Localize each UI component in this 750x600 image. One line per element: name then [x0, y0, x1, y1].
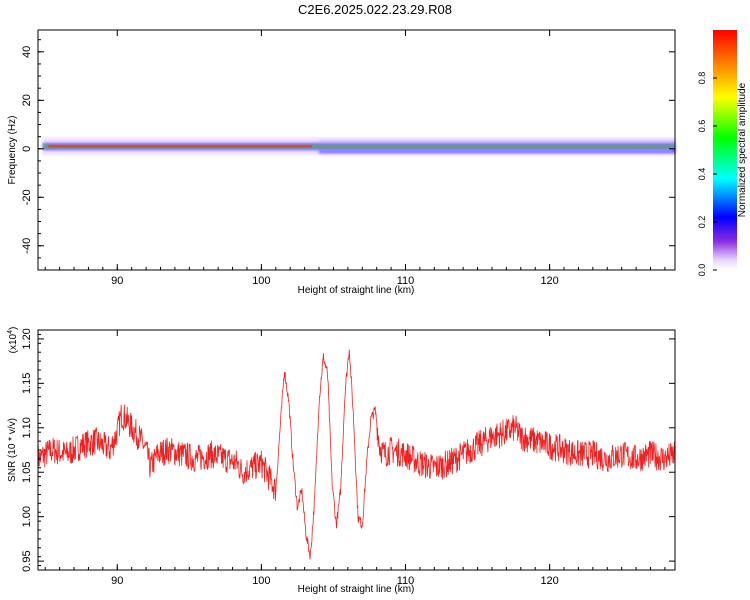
- colorbar-ticks: 0.0 0.2 0.4 0.6 0.8: [697, 72, 717, 277]
- band-peak-line: [48, 145, 312, 148]
- spectrogram-frame: [37, 29, 676, 271]
- spectrogram-y-tick-label: 40: [21, 46, 33, 58]
- colorbar-tick-label: 0.4: [697, 168, 707, 181]
- spectrogram-x-tick-label: 90: [111, 275, 123, 287]
- snr-series-line: [37, 349, 676, 560]
- snr-y-tick-label: 1.10: [21, 417, 33, 438]
- spectrogram-x-ticks: 90 100 110 120: [44, 30, 666, 287]
- spectral-band: [42, 137, 675, 156]
- snr-panel: 90 100 110 120 1.20 1.15 1.10 1.05 1.00 0.95 Hei…: [7, 327, 676, 595]
- spectrogram-y-label: Frequency (Hz): [7, 116, 18, 185]
- snr-y-ticks: 1.20 1.15 1.10 1.05 1.00 0.95: [21, 328, 675, 572]
- colorbar-gradient: [713, 30, 737, 270]
- spectrogram-y-tick-label: -40: [21, 238, 33, 254]
- spectrogram-y-tick-label: -20: [21, 189, 33, 205]
- snr-y-tick-label: 1.20: [21, 328, 33, 349]
- snr-y-tick-label: 1.00: [21, 506, 33, 527]
- snr-multiplier: (x104): [7, 327, 19, 354]
- snr-x-tick-label: 120: [540, 575, 558, 587]
- spectrogram-x-label: Height of straight line (km): [298, 285, 415, 296]
- colorbar-tick-label: 0.6: [697, 120, 707, 133]
- figure-title: C2E6.2025.022.23.29.R08: [298, 2, 452, 17]
- snr-y-label: SNR (10 * v/v): [7, 418, 18, 482]
- colorbar-tick-label: 0.0: [697, 264, 707, 277]
- snr-y-tick-label: 1.15: [21, 373, 33, 394]
- colorbar: 0.0 0.2 0.4 0.6 0.8 Normalized spectral ampl…: [697, 30, 748, 276]
- snr-x-tick-label: 90: [111, 575, 123, 587]
- snr-x-ticks: 90 100 110 120: [44, 330, 666, 587]
- spectrogram-x-tick-label: 100: [252, 275, 270, 287]
- colorbar-label: Normalized spectral amplitude: [737, 82, 748, 217]
- spectrogram-x-tick-label: 110: [397, 275, 415, 287]
- colorbar-tick-label: 0.2: [697, 216, 707, 229]
- band-core: [42, 141, 675, 152]
- spectrogram-x-tick-label: 120: [540, 275, 558, 287]
- snr-x-tick-label: 110: [397, 575, 415, 587]
- colorbar-tick-label: 0.8: [697, 72, 707, 85]
- snr-x-label: Height of straight line (km): [298, 584, 415, 595]
- snr-y-tick-label: 0.95: [21, 550, 33, 571]
- snr-x-tick-label: 100: [252, 575, 270, 587]
- spectrogram-y-tick-label: 20: [21, 94, 33, 106]
- spectrogram-y-tick-label: 0: [21, 146, 33, 152]
- spectrogram-panel: 90 100 110 120 40 20 0 -20 -40 Height of straig…: [7, 29, 676, 296]
- snr-y-tick-label: 1.05: [21, 462, 33, 483]
- spectrogram-y-ticks: 40 20 0 -20 -40: [21, 39, 675, 271]
